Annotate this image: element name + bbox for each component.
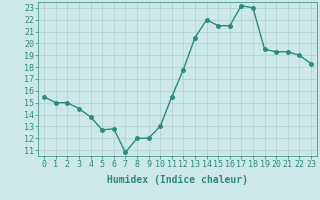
- X-axis label: Humidex (Indice chaleur): Humidex (Indice chaleur): [107, 175, 248, 185]
